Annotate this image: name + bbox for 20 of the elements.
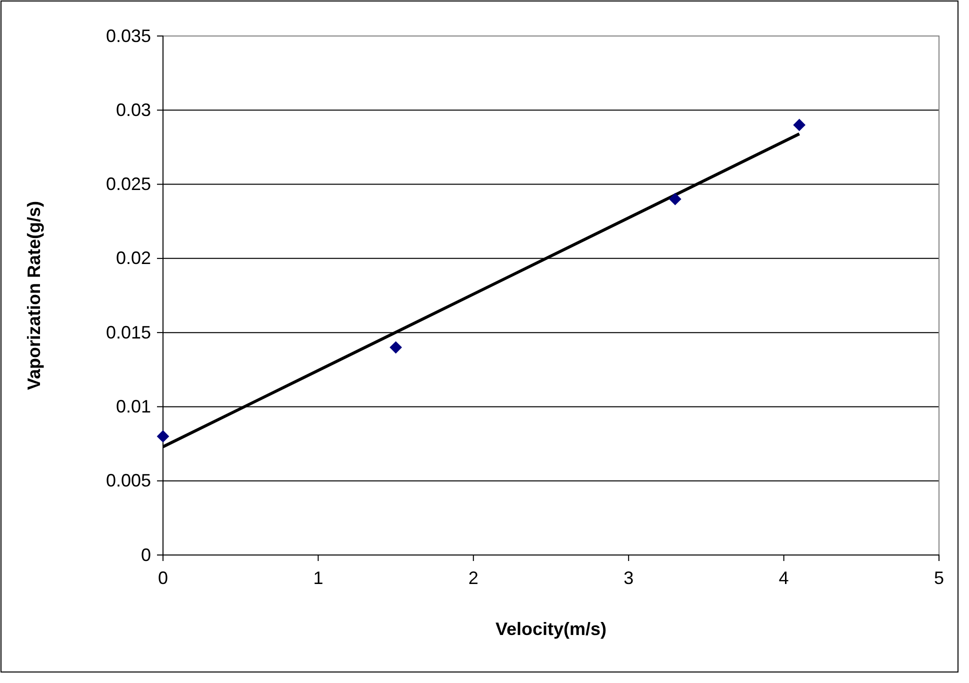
point [390, 341, 402, 354]
y-tick-label: 0.015 [106, 322, 151, 342]
y-tick-label: 0 [140, 544, 151, 565]
point [157, 430, 169, 442]
x-tick-label: 5 [934, 568, 944, 588]
y-tick-label: 0.025 [106, 174, 151, 194]
y-tick-label: 0.02 [116, 248, 151, 268]
x-tick-label: 4 [778, 568, 789, 588]
y-tick-label: 0.03 [116, 100, 151, 120]
y-axis-title: Vaporization Rate(g/s) [24, 200, 44, 390]
point [669, 193, 682, 206]
x-tick-label: 1 [313, 568, 324, 588]
point [793, 118, 806, 131]
x-tick-label: 3 [624, 568, 634, 588]
x-tick-label: 2 [468, 568, 478, 588]
y-tick-label: 0.005 [106, 470, 151, 491]
y-tick-label: 0.035 [106, 26, 151, 46]
x-tick-label: 0 [158, 568, 168, 588]
x-axis-title: Velocity(m/s) [495, 619, 607, 639]
y-tick-label: 0.01 [116, 396, 151, 416]
